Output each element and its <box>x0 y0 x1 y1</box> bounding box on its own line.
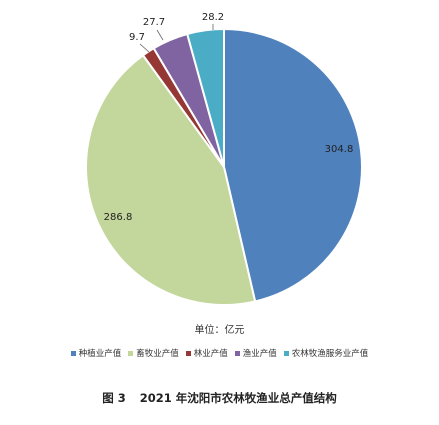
data-label-5: 28.2 <box>202 12 224 23</box>
legend-item-2: 畜牧业产值 <box>128 347 179 359</box>
figure-number: 图 3 <box>102 391 126 405</box>
legend-swatch-1 <box>70 350 76 356</box>
leader-line-4 <box>156 29 164 41</box>
legend-item-1: 种植业产值 <box>70 347 122 359</box>
legend-label-1: 种植业产值 <box>78 349 122 359</box>
legend-label-4: 渔业产值 <box>242 349 277 359</box>
pie-slice-1 <box>223 27 363 303</box>
unit-label: 单位：亿元 <box>194 325 245 336</box>
legend-swatch-3 <box>185 350 191 356</box>
legend: 种植业产值 畜牧业产值 林业产值 渔业产值 农林牧渔服务业产值 <box>0 347 439 359</box>
pie-slice-5 <box>186 27 225 168</box>
legend-swatch-4 <box>234 350 240 356</box>
legend-item-3: 林业产值 <box>185 347 228 359</box>
legend-swatch-5 <box>283 350 289 356</box>
figure-caption: 图 3 2021 年沈阳市农林牧渔业总产值结构 <box>0 390 439 406</box>
chart-title: 2021 年沈阳市农林牧渔业总产值结构 <box>139 391 337 405</box>
legend-item-5: 农林牧渔服务业产值 <box>283 347 369 359</box>
legend-label-2: 畜牧业产值 <box>136 349 179 359</box>
legend-item-4: 渔业产值 <box>234 347 277 359</box>
data-label-4: 27.7 <box>143 17 165 28</box>
data-label-2: 286.8 <box>104 212 133 223</box>
pie-slice-2 <box>85 53 257 306</box>
data-label-3: 9.7 <box>129 32 145 43</box>
data-label-1: 304.8 <box>325 144 354 155</box>
legend-label-5: 农林牧渔服务业产值 <box>291 349 369 359</box>
leader-line-3 <box>139 43 150 53</box>
legend-label-3: 林业产值 <box>193 349 228 359</box>
legend-swatch-2 <box>128 350 134 356</box>
pie-chart: 304.8 286.8 9.7 27.7 28.2 <box>85 12 363 306</box>
